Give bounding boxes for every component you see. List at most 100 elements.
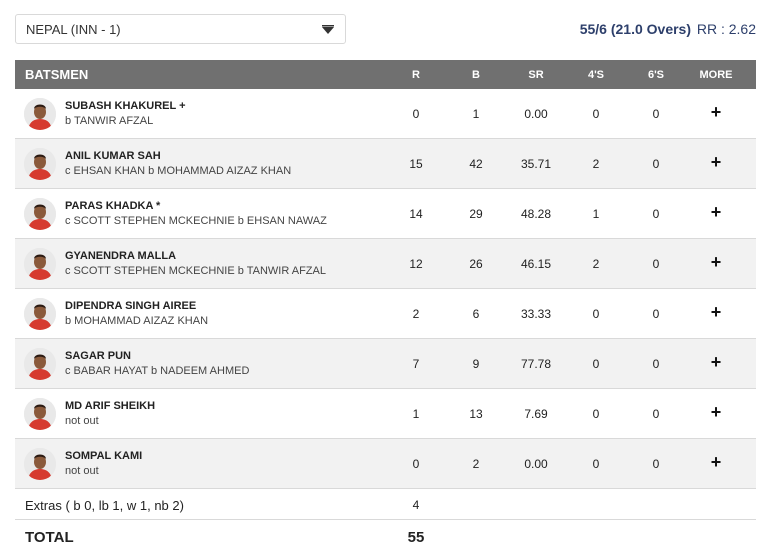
innings-header: NEPAL (INN - 1) 55/6 (21.0 Overs) RR : 2… (0, 0, 771, 60)
balls-cell: 2 (472, 457, 480, 471)
player-photo-icon (24, 398, 56, 430)
expand-plus-icon[interactable]: + (710, 152, 722, 172)
dismissal-text: c SCOTT STEPHEN MCKECHNIE b EHSAN NAWAZ (65, 215, 327, 227)
sixes-cell: 0 (652, 457, 660, 471)
total-row: TOTAL 55 (15, 520, 756, 554)
strike-rate-cell: 7.69 (524, 407, 548, 421)
runs-cell: 7 (412, 357, 420, 371)
fours-cell: 0 (592, 107, 600, 121)
header-fours: 4'S (587, 69, 605, 81)
player-avatar (24, 398, 56, 430)
batsman-name[interactable]: PARAS KHADKA * (65, 200, 161, 212)
sixes-cell: 0 (652, 207, 660, 221)
batsman-name[interactable]: SOMPAL KAMI (65, 450, 143, 462)
dismissal-text: not out (65, 415, 99, 427)
sixes-cell: 0 (652, 157, 660, 171)
dismissal-text: not out (65, 465, 99, 477)
balls-cell: 9 (472, 357, 480, 371)
dismissal-text: b MOHAMMAD AIZAZ KHAN (65, 315, 209, 327)
batsman-row: MD ARIF SHEIKH not out 1 13 7.69 0 0 + (15, 389, 756, 439)
batsman-name[interactable]: SAGAR PUN (65, 350, 132, 362)
player-avatar (24, 348, 56, 380)
expand-plus-icon[interactable]: + (710, 302, 722, 322)
batsman-row: SOMPAL KAMI not out 0 2 0.00 0 0 + (15, 439, 756, 489)
fours-cell: 0 (592, 307, 600, 321)
expand-plus-icon[interactable]: + (710, 102, 722, 122)
sixes-cell: 0 (652, 407, 660, 421)
expand-plus-icon[interactable]: + (710, 202, 722, 222)
strike-rate-cell: 46.15 (520, 257, 552, 271)
sixes-cell: 0 (652, 357, 660, 371)
header-runs: R (412, 69, 420, 81)
runs-cell: 15 (409, 157, 423, 171)
batsman-row: ANIL KUMAR SAH c EHSAN KHAN b MOHAMMAD A… (15, 139, 756, 189)
fours-cell: 0 (592, 357, 600, 371)
total-value: 55 (407, 529, 425, 546)
run-rate: RR : 2.62 (696, 21, 756, 37)
player-avatar (24, 248, 56, 280)
strike-rate-cell: 48.28 (520, 207, 552, 221)
batsman-name[interactable]: DIPENDRA SINGH AIREE (65, 300, 197, 312)
header-balls: B (472, 69, 480, 81)
strike-rate-cell: 77.78 (520, 357, 552, 371)
balls-cell: 26 (469, 257, 483, 271)
fours-cell: 0 (592, 457, 600, 471)
runs-cell: 14 (409, 207, 423, 221)
header-sixes: 6'S (647, 69, 665, 81)
player-photo-icon (24, 348, 56, 380)
innings-dropdown[interactable]: NEPAL (INN - 1) (15, 14, 346, 44)
balls-cell: 13 (469, 407, 483, 421)
extras-row: Extras ( b 0, lb 1, w 1, nb 2) 4 (15, 489, 756, 520)
dismissal-text: c EHSAN KHAN b MOHAMMAD AIZAZ KHAN (65, 165, 292, 177)
strike-rate-cell: 33.33 (520, 307, 552, 321)
player-photo-icon (24, 248, 56, 280)
extras-value: 4 (412, 498, 420, 512)
player-avatar (24, 98, 56, 130)
runs-cell: 0 (412, 107, 420, 121)
expand-plus-icon[interactable]: + (710, 352, 722, 372)
expand-plus-icon[interactable]: + (710, 452, 722, 472)
runs-cell: 2 (412, 307, 420, 321)
batsman-row: SUBASH KHAKUREL + b TANWIR AFZAL 0 1 0.0… (15, 89, 756, 139)
dismissal-text: b TANWIR AFZAL (65, 115, 154, 127)
player-photo-icon (24, 298, 56, 330)
batsman-name[interactable]: GYANENDRA MALLA (65, 250, 177, 262)
balls-cell: 6 (472, 307, 480, 321)
innings-score: 55/6 (21.0 Overs) (579, 21, 691, 37)
batsman-name[interactable]: MD ARIF SHEIKH (65, 400, 156, 412)
player-avatar (24, 448, 56, 480)
fours-cell: 0 (592, 407, 600, 421)
expand-plus-icon[interactable]: + (710, 402, 722, 422)
fours-cell: 2 (592, 257, 600, 271)
table-header: BATSMEN R B SR 4'S 6'S MORE (15, 60, 756, 89)
header-batsmen: BATSMEN (25, 67, 89, 82)
batsman-name[interactable]: SUBASH KHAKUREL + (65, 100, 186, 112)
header-strike-rate: SR (528, 69, 544, 81)
batsman-row: GYANENDRA MALLA c SCOTT STEPHEN MCKECHNI… (15, 239, 756, 289)
batsman-row: PARAS KHADKA * c SCOTT STEPHEN MCKECHNIE… (15, 189, 756, 239)
header-more: MORE (699, 69, 733, 81)
balls-cell: 1 (472, 107, 480, 121)
player-photo-icon (24, 98, 56, 130)
player-avatar (24, 198, 56, 230)
fours-cell: 2 (592, 157, 600, 171)
player-avatar (24, 148, 56, 180)
batsman-name[interactable]: ANIL KUMAR SAH (65, 150, 161, 162)
player-photo-icon (24, 448, 56, 480)
innings-dropdown-value: NEPAL (INN - 1) (26, 22, 121, 37)
dismissal-text: c SCOTT STEPHEN MCKECHNIE b TANWIR AFZAL (65, 265, 326, 277)
runs-cell: 1 (412, 407, 420, 421)
extras-label: Extras ( b 0, lb 1, w 1, nb 2) (25, 498, 184, 513)
player-photo-icon (24, 148, 56, 180)
player-photo-icon (24, 198, 56, 230)
dismissal-text: c BABAR HAYAT b NADEEM AHMED (65, 365, 250, 377)
runs-cell: 12 (409, 257, 423, 271)
batsman-row: SAGAR PUN c BABAR HAYAT b NADEEM AHMED 7… (15, 339, 756, 389)
player-avatar (24, 298, 56, 330)
sixes-cell: 0 (652, 257, 660, 271)
balls-cell: 42 (469, 157, 483, 171)
expand-plus-icon[interactable]: + (710, 252, 722, 272)
sixes-cell: 0 (652, 107, 660, 121)
batsman-row: DIPENDRA SINGH AIREE b MOHAMMAD AIZAZ KH… (15, 289, 756, 339)
runs-cell: 0 (412, 457, 420, 471)
